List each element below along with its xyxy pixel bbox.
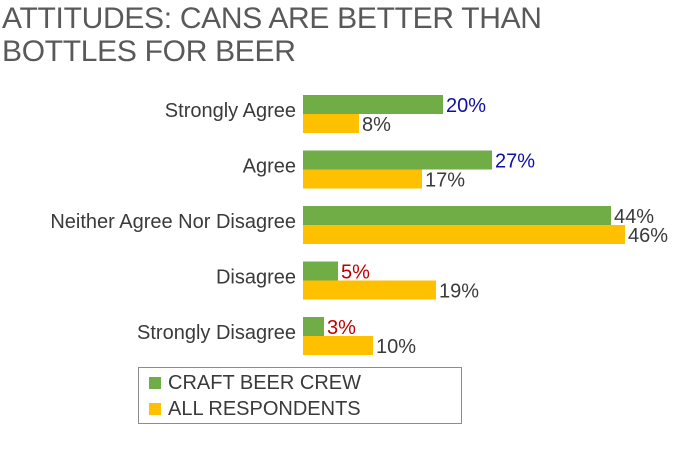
- data-label-all-respondents-neither-agree-nor-disagree: 46%: [628, 225, 668, 247]
- legend-label-all-respondents: ALL RESPONDENTS: [168, 397, 361, 420]
- legend: CRAFT BEER CREW ALL RESPONDENTS: [138, 367, 462, 424]
- category-label-strongly-disagree: Strongly Disagree: [137, 322, 296, 344]
- legend-swatch-all-respondents: [149, 403, 161, 415]
- data-label-craft-beer-crew-neither-agree-nor-disagree: 44%: [614, 206, 654, 228]
- data-label-all-respondents-agree: 17%: [425, 170, 465, 192]
- bar-all-respondents-strongly-disagree: [303, 336, 373, 355]
- bar-craft-beer-crew-strongly-agree: [303, 95, 443, 114]
- category-label-agree: Agree: [243, 156, 296, 178]
- chart-title: ATTITUDES: CANS ARE BETTER THAN BOTTLES …: [2, 2, 542, 68]
- legend-label-craft-beer-crew: CRAFT BEER CREW: [168, 371, 361, 394]
- data-label-all-respondents-strongly-agree: 8%: [362, 114, 391, 136]
- data-label-craft-beer-crew-strongly-disagree: 3%: [327, 317, 356, 339]
- data-label-craft-beer-crew-disagree: 5%: [341, 262, 370, 284]
- bar-craft-beer-crew-agree: [303, 150, 492, 170]
- bar-all-respondents-agree: [303, 169, 422, 189]
- bar-craft-beer-crew-strongly-disagree: [303, 317, 324, 336]
- legend-item-all-respondents: ALL RESPONDENTS: [149, 397, 361, 421]
- bar-all-respondents-neither-agree-nor-disagree: [303, 225, 625, 244]
- data-label-craft-beer-crew-strongly-agree: 20%: [446, 95, 486, 117]
- bar-craft-beer-crew-neither-agree-nor-disagree: [303, 206, 611, 225]
- category-label-disagree: Disagree: [216, 267, 296, 289]
- bar-craft-beer-crew-disagree: [303, 261, 338, 281]
- data-label-all-respondents-disagree: 19%: [439, 281, 479, 303]
- legend-item-craft-beer-crew: CRAFT BEER CREW: [149, 371, 361, 395]
- data-label-all-respondents-strongly-disagree: 10%: [376, 336, 416, 358]
- category-label-neither-agree-nor-disagree: Neither Agree Nor Disagree: [50, 211, 296, 233]
- bar-all-respondents-strongly-agree: [303, 114, 359, 133]
- category-label-strongly-agree: Strongly Agree: [165, 100, 296, 122]
- bar-all-respondents-disagree: [303, 280, 436, 300]
- legend-swatch-craft-beer-crew: [149, 377, 161, 389]
- data-label-craft-beer-crew-agree: 27%: [495, 151, 535, 173]
